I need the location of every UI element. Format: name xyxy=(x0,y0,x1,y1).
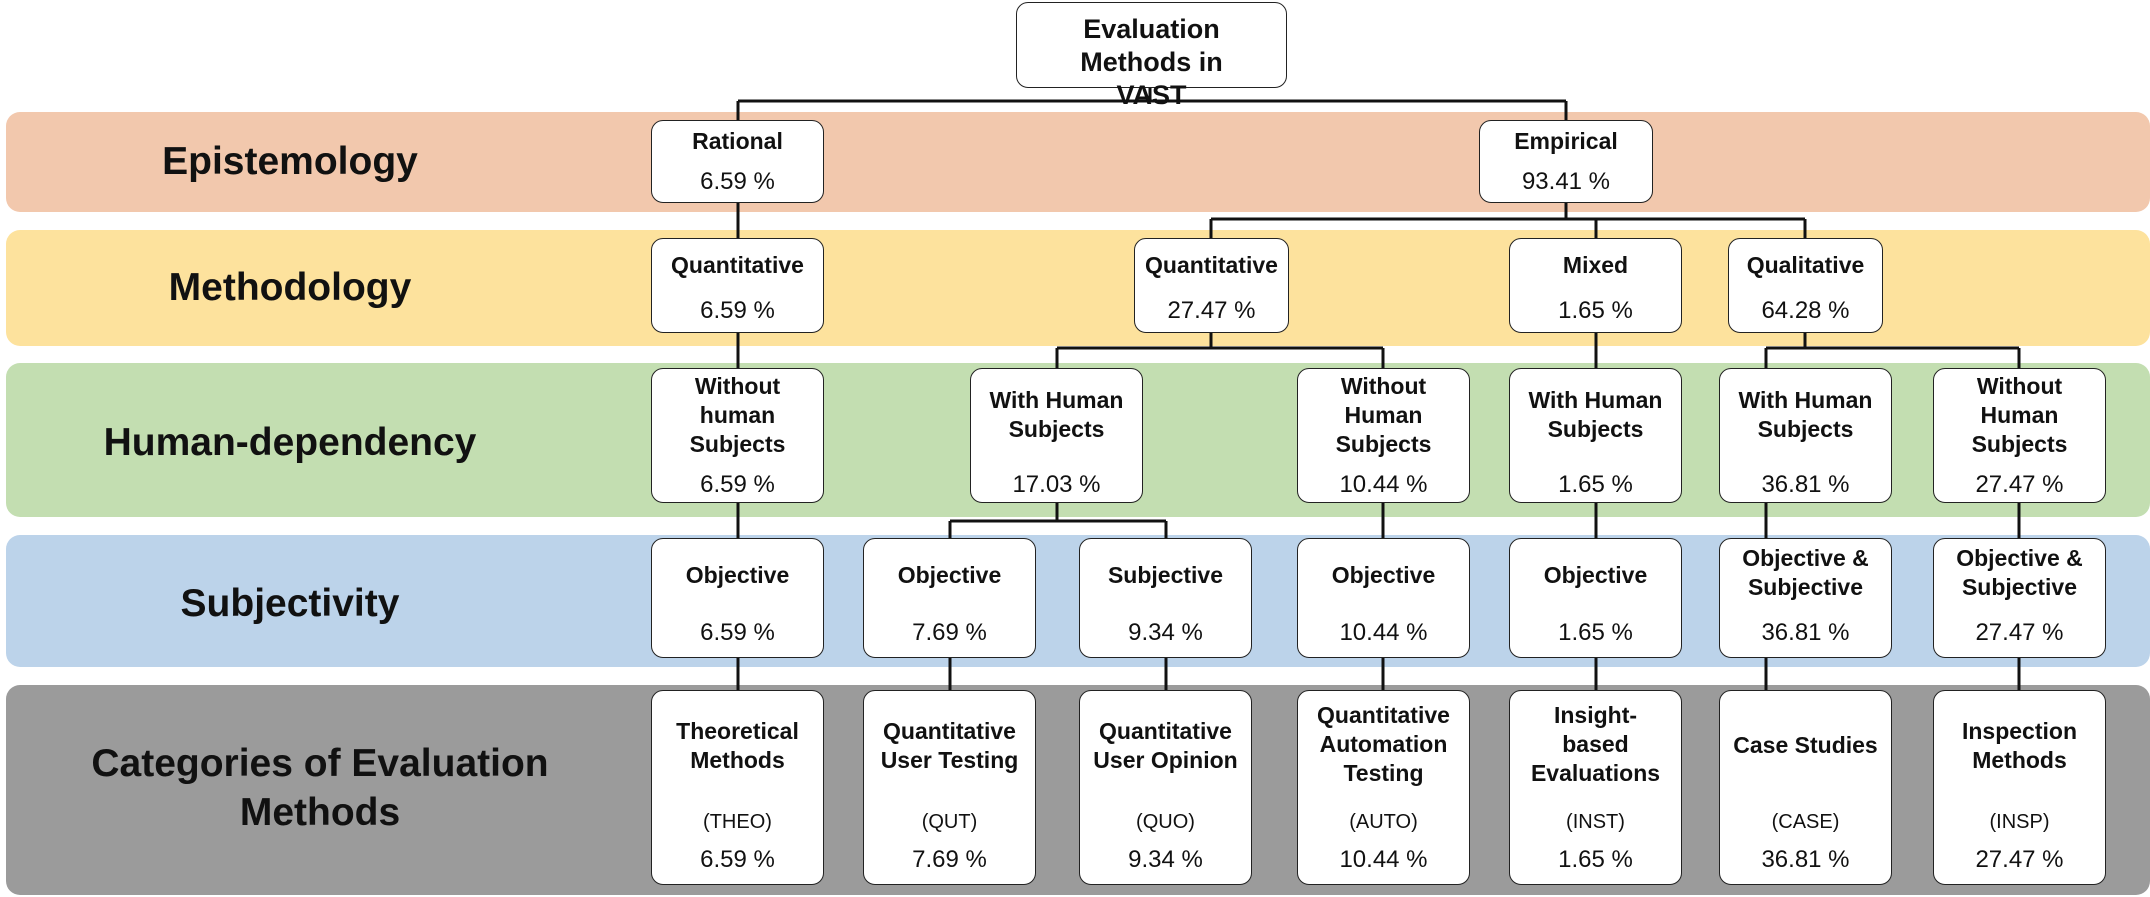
node-abbreviation: (QUO) xyxy=(1136,811,1195,833)
node-title: Objective & Subjective xyxy=(1742,545,1869,600)
node-title: Inspection Methods xyxy=(1961,718,2077,773)
node-title: Case Studies xyxy=(1733,732,1878,758)
node-objective-inst: Objective 1.65 % xyxy=(1509,538,1682,658)
node-abbreviation: (AUTO) xyxy=(1349,811,1418,833)
node-percentage: 17.03 % xyxy=(1012,471,1101,498)
node-category-inst: Insight-based Evaluations (INST) 1.65 % xyxy=(1509,690,1682,885)
node-abbreviation: (INSP) xyxy=(1989,811,2050,833)
node-with-human-subjects-quant: With Human Subjects 17.03 % xyxy=(970,368,1143,503)
node-abbreviation: (INST) xyxy=(1566,811,1625,833)
node-objective-theo: Objective 6.59 % xyxy=(651,538,824,658)
node-title: Empirical xyxy=(1514,128,1618,154)
node-percentage: 7.69 % xyxy=(912,846,987,873)
node-percentage: 36.81 % xyxy=(1761,619,1850,646)
node-qualitative: Qualitative 64.28 % xyxy=(1728,238,1883,333)
node-title: Objective xyxy=(685,562,790,588)
node-subjective-quo: Subjective 9.34 % xyxy=(1079,538,1252,658)
node-category-case: Case Studies (CASE) 36.81 % xyxy=(1719,690,1892,885)
node-title: Quantitative xyxy=(1145,252,1278,278)
node-abbreviation: (CASE) xyxy=(1771,811,1840,833)
node-rational-quantitative: Quantitative 6.59 % xyxy=(651,238,824,333)
node-percentage: 36.81 % xyxy=(1761,846,1850,873)
node-category-qut: Quantitative User Testing (QUT) 7.69 % xyxy=(863,690,1036,885)
node-abbreviation: (QUT) xyxy=(921,811,978,833)
node-percentage: 27.47 % xyxy=(1975,471,2064,498)
node-category-insp: Inspection Methods (INSP) 27.47 % xyxy=(1933,690,2106,885)
node-objective-qut: Objective 7.69 % xyxy=(863,538,1036,658)
node-empirical: Empirical 93.41 % xyxy=(1479,120,1653,203)
node-title: With Human Subjects xyxy=(989,387,1124,442)
node-rational: Rational 6.59 % xyxy=(651,120,824,203)
node-without-human-subjects-qual: Without Human Subjects 27.47 % xyxy=(1933,368,2106,503)
node-percentage: 7.69 % xyxy=(912,619,987,646)
node-title: Subjective xyxy=(1107,562,1224,588)
node-title: Quantitative User Opinion xyxy=(1093,718,1238,773)
node-without-human-subjects-quant: Without Human Subjects 10.44 % xyxy=(1297,368,1470,503)
node-percentage: 64.28 % xyxy=(1761,297,1850,324)
node-title: Insight-based Evaluations xyxy=(1530,702,1661,786)
root-node: Evaluation Methods in VAST xyxy=(1016,2,1287,110)
node-with-human-subjects-mixed: With Human Subjects 1.65 % xyxy=(1509,368,1682,503)
band-label-subjectivity: Subjectivity xyxy=(180,582,400,625)
root-title: Evaluation Methods in VAST xyxy=(1080,14,1223,110)
node-percentage: 1.65 % xyxy=(1558,846,1633,873)
node-without-human-subjects-rational: Without human Subjects 6.59 % xyxy=(651,368,824,503)
band-epistemology xyxy=(6,112,2150,212)
node-percentage: 6.59 % xyxy=(700,297,775,324)
node-percentage: 10.44 % xyxy=(1339,471,1428,498)
node-percentage: 27.47 % xyxy=(1975,846,2064,873)
node-objective-subjective-case: Objective & Subjective 36.81 % xyxy=(1719,538,1892,658)
node-title: Objective xyxy=(1331,562,1436,588)
node-category-auto: Quantitative Automation Testing (AUTO) 1… xyxy=(1297,690,1470,885)
node-title: Rational xyxy=(692,128,783,154)
node-percentage: 6.59 % xyxy=(700,846,775,873)
node-percentage: 93.41 % xyxy=(1521,168,1611,195)
node-title: With Human Subjects xyxy=(1738,387,1873,442)
node-percentage: 27.47 % xyxy=(1975,619,2064,646)
node-title: Without human Subjects xyxy=(689,373,786,457)
node-objective-subjective-insp: Objective & Subjective 27.47 % xyxy=(1933,538,2106,658)
node-title: Objective xyxy=(897,562,1002,588)
node-title: Without Human Subjects xyxy=(1971,373,2068,457)
node-abbreviation: (THEO) xyxy=(703,811,772,833)
band-label-categories: Categories of Evaluation Methods xyxy=(91,742,549,834)
node-percentage: 1.65 % xyxy=(1558,471,1633,498)
band-label-human-dependency: Human-dependency xyxy=(103,421,477,464)
node-percentage: 9.34 % xyxy=(1128,619,1203,646)
node-percentage: 6.59 % xyxy=(700,619,775,646)
node-quantitative: Quantitative 27.47 % xyxy=(1134,238,1289,333)
node-title: Qualitative xyxy=(1746,252,1865,278)
band-label-epistemology: Epistemology xyxy=(162,140,418,183)
node-title: Theoretical Methods xyxy=(676,718,799,773)
node-title: With Human Subjects xyxy=(1528,387,1663,442)
node-title: Mixed xyxy=(1562,252,1629,278)
node-mixed: Mixed 1.65 % xyxy=(1509,238,1682,333)
node-percentage: 1.65 % xyxy=(1558,297,1633,324)
node-title: Quantitative User Testing xyxy=(880,718,1019,773)
node-title: Objective xyxy=(1543,562,1648,588)
node-title: Quantitative xyxy=(671,252,804,278)
node-percentage: 9.34 % xyxy=(1128,846,1203,873)
node-percentage: 6.59 % xyxy=(700,471,775,498)
node-title: Objective & Subjective xyxy=(1956,545,2083,600)
node-percentage: 1.65 % xyxy=(1558,619,1633,646)
node-percentage: 10.44 % xyxy=(1339,619,1428,646)
node-title: Without Human Subjects xyxy=(1335,373,1432,457)
node-objective-auto: Objective 10.44 % xyxy=(1297,538,1470,658)
node-percentage: 27.47 % xyxy=(1167,297,1256,324)
node-percentage: 10.44 % xyxy=(1339,846,1428,873)
node-title: Quantitative Automation Testing xyxy=(1317,702,1450,786)
node-percentage: 6.59 % xyxy=(700,168,775,195)
node-with-human-subjects-qual: With Human Subjects 36.81 % xyxy=(1719,368,1892,503)
node-category-quo: Quantitative User Opinion (QUO) 9.34 % xyxy=(1079,690,1252,885)
node-category-theo: Theoretical Methods (THEO) 6.59 % xyxy=(651,690,824,885)
band-label-methodology: Methodology xyxy=(168,266,412,309)
node-percentage: 36.81 % xyxy=(1761,471,1850,498)
